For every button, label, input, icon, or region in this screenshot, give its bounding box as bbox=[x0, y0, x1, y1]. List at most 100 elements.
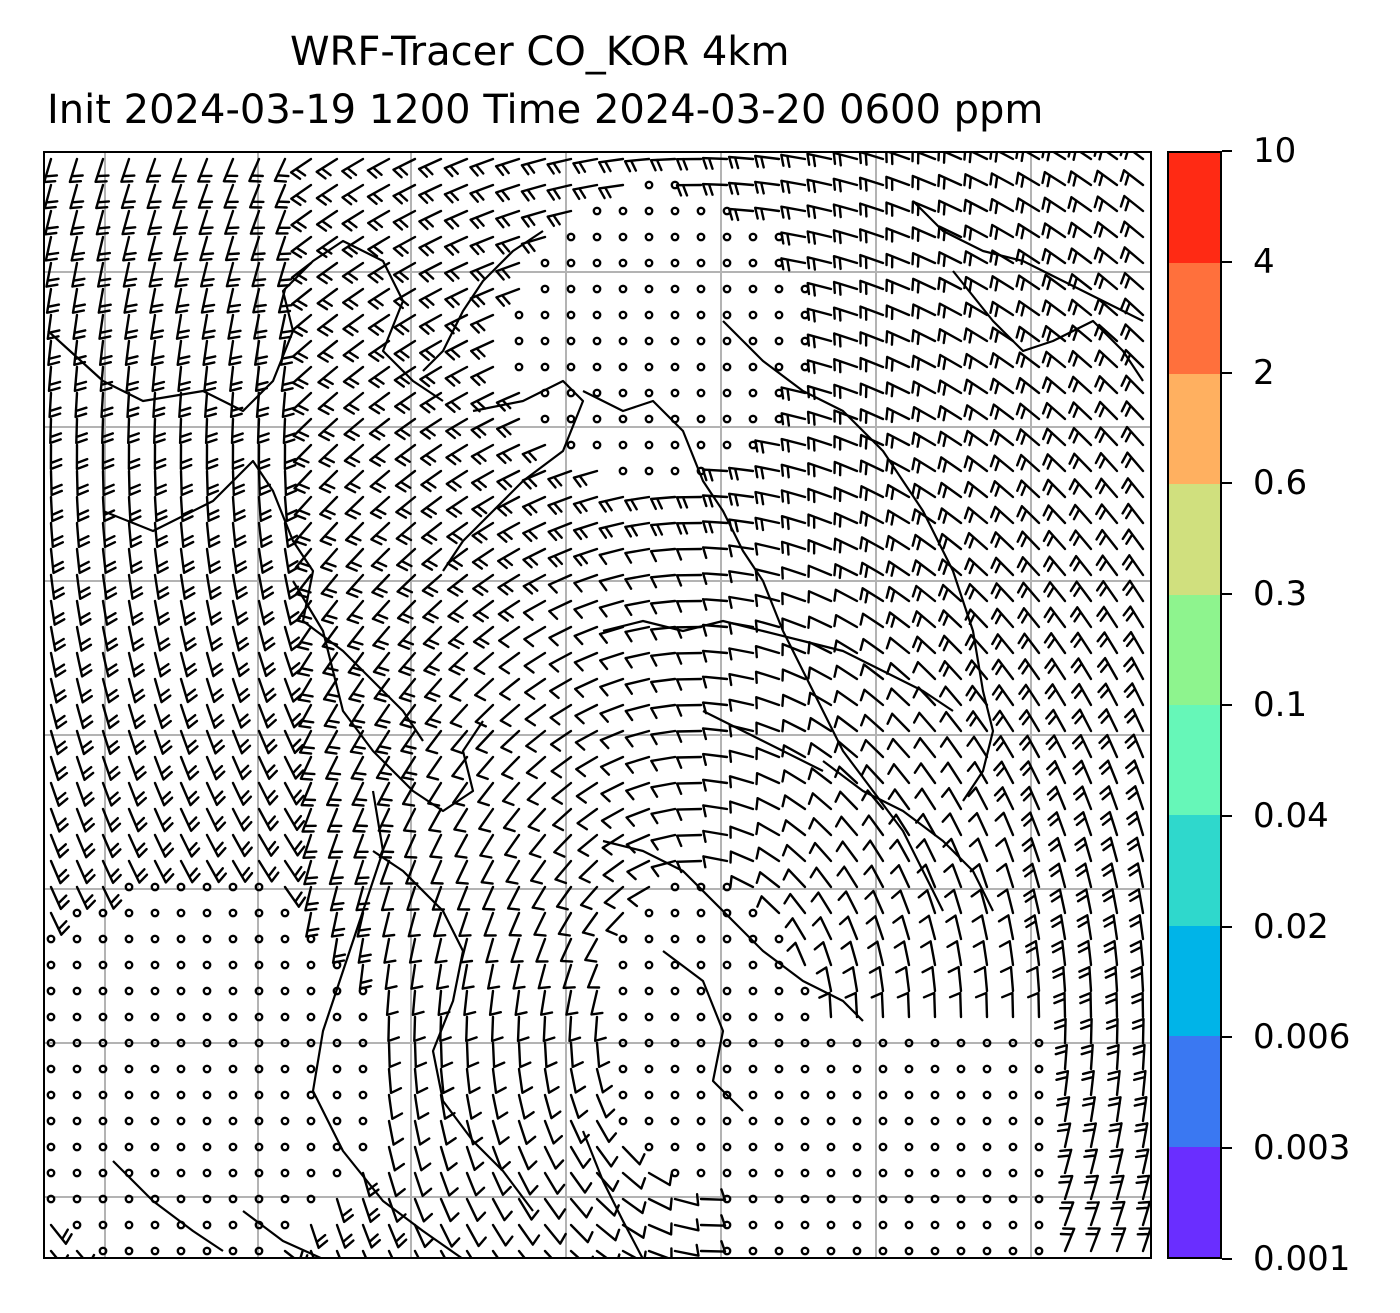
calm-circle bbox=[748, 284, 758, 294]
wind-barb bbox=[463, 989, 477, 1017]
calm-circle bbox=[150, 1012, 160, 1022]
wind-barb bbox=[294, 521, 313, 547]
calm-circle bbox=[124, 908, 134, 918]
wind-barb bbox=[781, 617, 807, 631]
wind-barb bbox=[575, 781, 599, 804]
wind-barb bbox=[175, 313, 190, 340]
wind-barb bbox=[1026, 965, 1041, 993]
wind-barb bbox=[968, 837, 989, 863]
wind-barb bbox=[294, 547, 313, 573]
wind-barb bbox=[781, 719, 807, 733]
wind-barb bbox=[555, 885, 573, 911]
calm-circle bbox=[670, 1168, 680, 1178]
calm-circle bbox=[254, 1220, 264, 1230]
calm-circle bbox=[618, 232, 628, 242]
wind-barb bbox=[231, 703, 251, 729]
wind-barb bbox=[171, 157, 187, 183]
wind-barb bbox=[145, 157, 162, 183]
calm-circle bbox=[150, 1246, 160, 1256]
wind-barb bbox=[293, 495, 313, 520]
wind-barb bbox=[833, 332, 859, 348]
calm-circle bbox=[696, 336, 706, 346]
wind-barb bbox=[989, 249, 1015, 266]
wind-barb bbox=[1052, 965, 1067, 993]
wind-barb bbox=[581, 911, 599, 937]
wind-barb bbox=[368, 417, 391, 441]
wind-barb bbox=[201, 313, 216, 340]
wind-barb bbox=[595, 1197, 620, 1217]
wind-barb bbox=[548, 625, 573, 647]
wind-barb bbox=[44, 209, 59, 236]
wind-barb bbox=[859, 408, 885, 424]
wind-barb bbox=[1021, 837, 1041, 863]
wind-barb bbox=[491, 1249, 501, 1259]
coastline-bohai bbox=[102, 459, 424, 742]
wind-barb bbox=[549, 729, 573, 752]
calm-circle bbox=[306, 934, 316, 944]
wind-barb bbox=[1015, 223, 1041, 240]
wind-barb bbox=[675, 677, 703, 691]
wind-barb bbox=[701, 520, 729, 534]
wind-barb bbox=[1067, 196, 1093, 213]
wind-barb bbox=[73, 365, 88, 393]
wind-barb bbox=[176, 339, 191, 366]
wind-barb bbox=[1120, 323, 1145, 343]
wind-barb bbox=[1120, 451, 1145, 473]
calm-circle bbox=[670, 362, 680, 372]
wind-barb bbox=[888, 813, 911, 837]
wind-barb bbox=[491, 1223, 514, 1247]
calm-circle bbox=[1008, 1220, 1018, 1230]
wind-barb bbox=[868, 966, 885, 993]
wind-barb bbox=[378, 833, 395, 859]
wind-barb bbox=[675, 651, 703, 665]
wind-barb bbox=[496, 443, 521, 465]
wind-barb bbox=[1027, 991, 1041, 1019]
colorbar bbox=[1167, 151, 1222, 1259]
wind-barb bbox=[807, 666, 833, 681]
calm-circle bbox=[358, 1012, 368, 1022]
wind-barb bbox=[223, 183, 239, 209]
wind-barb bbox=[49, 547, 65, 575]
wind-barb bbox=[572, 495, 599, 514]
wind-barb bbox=[1107, 1069, 1121, 1097]
calm-circle bbox=[592, 310, 602, 320]
wind-barb bbox=[992, 709, 1015, 733]
wind-barb bbox=[1069, 606, 1093, 629]
calm-circle bbox=[592, 284, 602, 294]
calm-circle bbox=[748, 1012, 758, 1022]
wind-barb bbox=[756, 895, 781, 915]
wind-barb bbox=[1072, 759, 1093, 785]
calm-circle bbox=[176, 1116, 186, 1126]
wind-barb bbox=[257, 547, 274, 574]
wind-barb bbox=[252, 287, 267, 314]
wind-barb bbox=[1059, 1201, 1075, 1227]
wind-barb bbox=[553, 833, 573, 858]
wind-barb bbox=[1098, 759, 1119, 785]
wind-barb bbox=[153, 833, 175, 858]
wind-barb bbox=[940, 761, 963, 785]
wind-barb bbox=[205, 521, 221, 549]
wind-barb bbox=[1097, 708, 1119, 733]
colorbar-segment bbox=[1169, 484, 1220, 595]
wind-barb bbox=[572, 469, 599, 488]
wind-barb bbox=[728, 775, 755, 789]
wind-barb bbox=[728, 749, 755, 763]
wind-barb bbox=[1069, 554, 1093, 577]
wind-barb bbox=[937, 199, 963, 216]
wind-barb bbox=[419, 365, 443, 388]
wind-barb bbox=[49, 885, 70, 911]
wind-barb bbox=[95, 183, 111, 210]
wind-barb bbox=[387, 1223, 408, 1249]
wind-barb bbox=[352, 807, 369, 833]
calm-circle bbox=[176, 1246, 186, 1256]
wind-barb bbox=[860, 713, 885, 733]
wind-barb bbox=[321, 625, 339, 651]
wind-barb bbox=[584, 937, 599, 963]
wind-barb bbox=[472, 625, 495, 649]
wind-barb bbox=[393, 339, 417, 362]
wind-barb bbox=[885, 227, 911, 243]
wind-barb bbox=[485, 937, 499, 964]
wind-barb bbox=[598, 495, 625, 513]
wind-barb bbox=[257, 495, 272, 523]
wind-barb bbox=[729, 800, 755, 814]
